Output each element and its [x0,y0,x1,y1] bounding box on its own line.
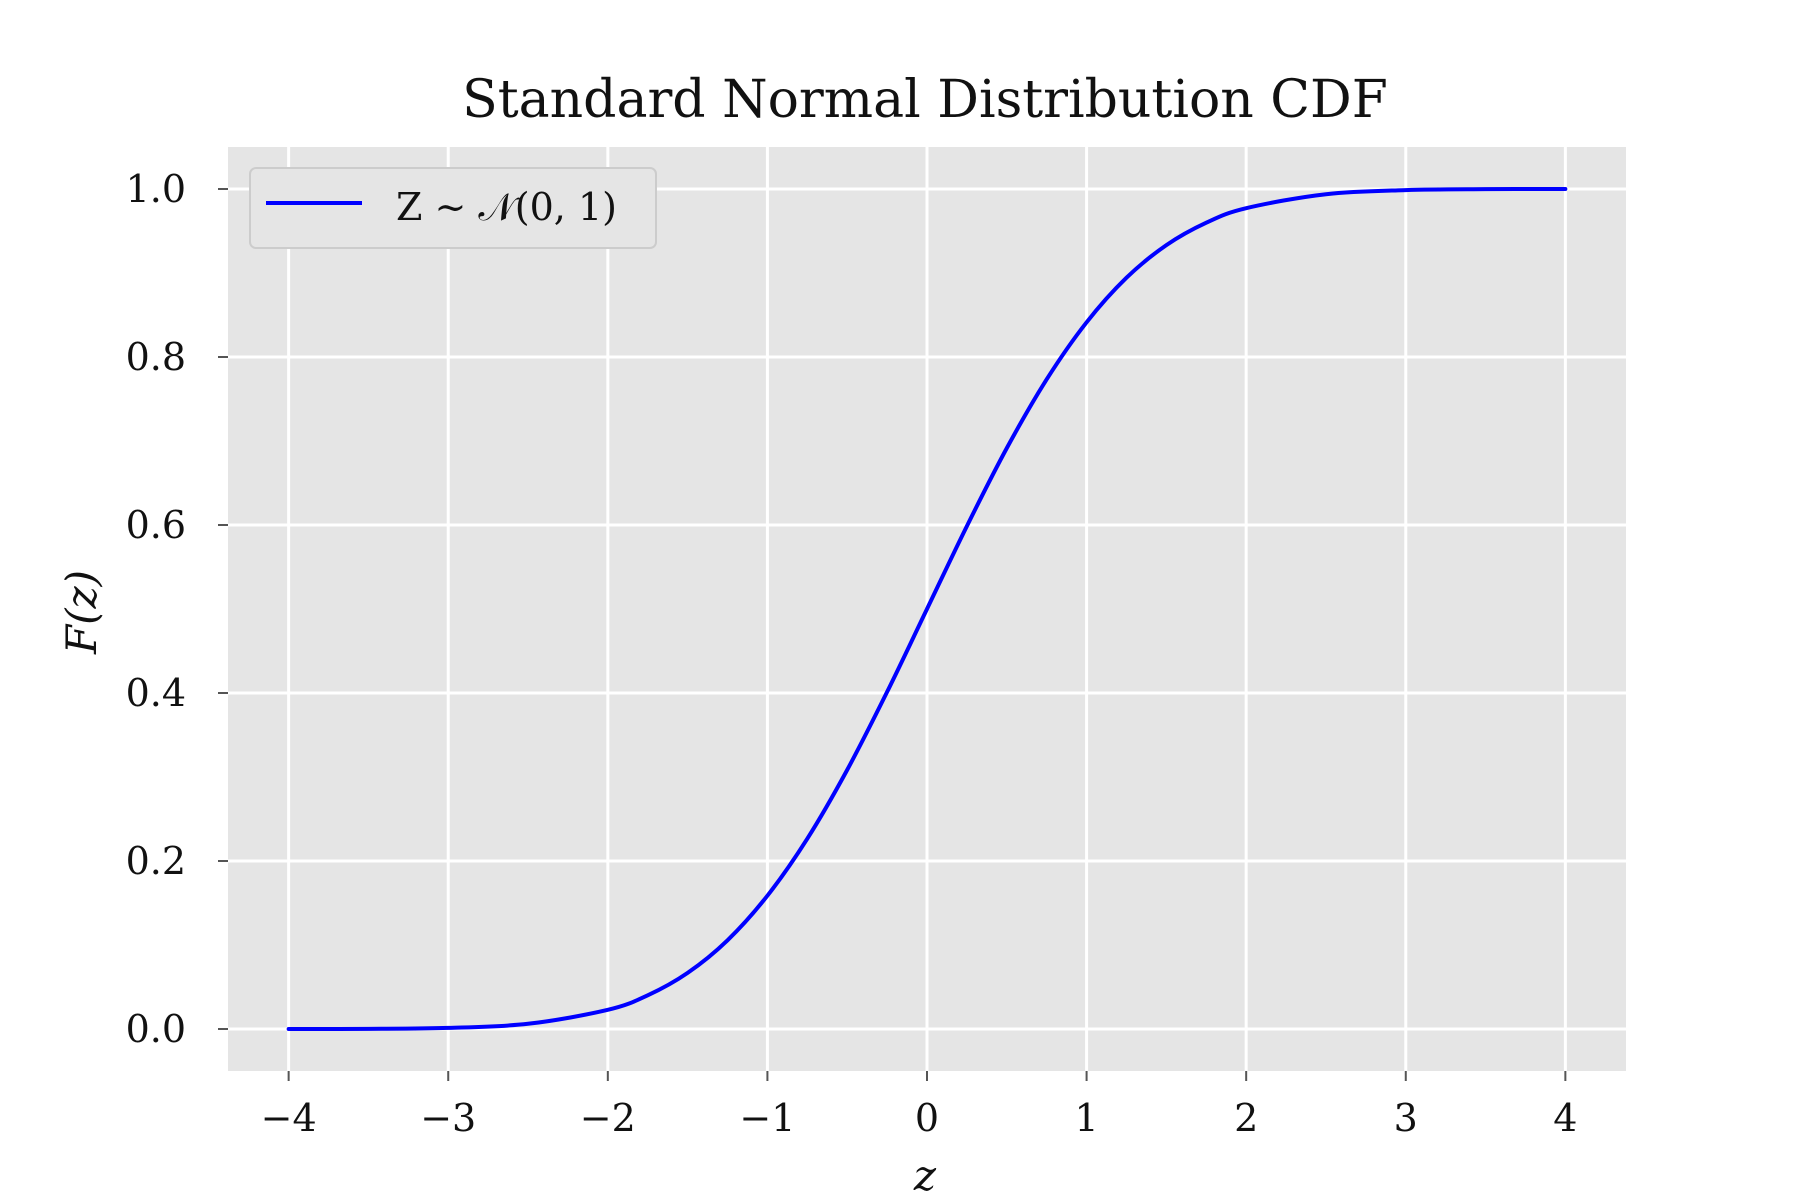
x-tick-label: 0 [915,1096,939,1140]
x-tick-label: −1 [739,1096,795,1140]
x-axis-label: z [913,1151,937,1200]
x-ticks: −4 −3 −2 −1 0 1 2 3 4 [261,1071,1577,1140]
grid [228,147,1626,1071]
y-tick-label: 0.8 [126,335,186,379]
x-tick-label: −4 [261,1096,317,1140]
series-line [286,187,1568,1031]
legend-label: Z ∼ 𝒩(0, 1) [396,185,617,229]
x-tick-label: 1 [1074,1096,1098,1140]
y-ticks: 0.0 0.2 0.4 0.6 0.8 1.0 [126,167,228,1051]
y-axis-label: F(z) [57,570,106,655]
y-tick-label: 1.0 [126,167,186,211]
x-tick-label: −2 [580,1096,636,1140]
legend-box [249,167,657,249]
x-tick-label: −3 [420,1096,476,1140]
x-tick-label: 2 [1234,1096,1258,1140]
y-tick-label: 0.6 [126,503,186,547]
y-tick-label: 0.4 [126,671,186,715]
y-tick-label: 0.2 [126,839,186,883]
x-tick-label: 4 [1553,1096,1577,1140]
x-tick-label: 3 [1394,1096,1418,1140]
chart-title: Standard Normal Distribution CDF [462,70,1388,130]
y-tick-label: 0.0 [126,1007,186,1051]
legend: Z ∼ 𝒩(0, 1) [249,167,657,249]
